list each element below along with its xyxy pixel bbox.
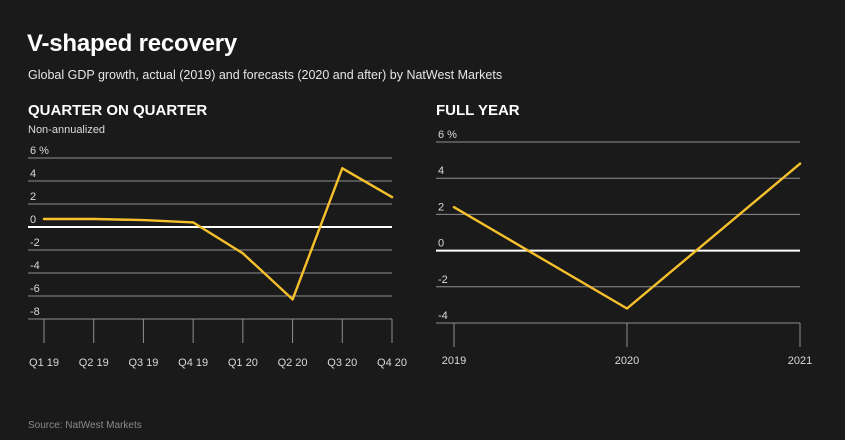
quarterly-xtick-label-0: Q1 19 — [29, 357, 59, 369]
quarterly-xtick-label-4: Q1 20 — [228, 357, 258, 369]
annual-ytick-label-0: 6 % — [438, 129, 457, 141]
quarterly-ytick-label-2: 2 — [30, 191, 36, 203]
quarterly-data-point-7 — [390, 195, 394, 199]
annual-ytick-label-5: -4 — [438, 310, 448, 322]
quarterly-data-point-5 — [291, 298, 294, 301]
annual-ytick-label-3: 0 — [438, 238, 444, 250]
annual-ytick-label-1: 4 — [438, 165, 444, 177]
quarterly-xtick-label-5: Q2 20 — [278, 357, 308, 369]
annual-ytick-label-2: 2 — [438, 201, 444, 213]
quarterly-data-point-4 — [241, 252, 245, 255]
quarterly-xtick-label-7: Q4 20 — [377, 357, 407, 369]
source-note: Source: NatWest Markets — [28, 420, 142, 431]
quarterly-data-point-0 — [42, 217, 46, 221]
quarterly-ytick-label-5: -4 — [30, 260, 40, 272]
annual-ytick-label-4: -2 — [438, 274, 448, 286]
quarterly-xtick-label-6: Q3 20 — [327, 357, 357, 369]
quarterly-ytick-label-0: 6 % — [30, 145, 49, 157]
quarterly-ytick-label-4: -2 — [30, 237, 40, 249]
quarterly-ytick-label-3: 0 — [30, 214, 36, 226]
quarterly-data-point-3 — [191, 221, 195, 224]
quarterly-xtick-label-1: Q2 19 — [79, 357, 109, 369]
quarterly-ytick-label-1: 4 — [30, 168, 36, 180]
chart-subtitle: Global GDP growth, actual (2019) and for… — [28, 68, 503, 82]
annual-panel-title: FULL YEAR — [436, 102, 520, 119]
quarterly-ytick-label-6: -6 — [30, 283, 40, 295]
quarterly-panel-note: Non-annualized — [28, 124, 106, 136]
quarterly-ytick-label-7: -8 — [30, 306, 40, 318]
quarterly-data-point-6 — [341, 167, 344, 170]
quarterly-data-point-2 — [142, 218, 145, 222]
quarterly-xtick-label-2: Q3 19 — [128, 357, 158, 369]
quarterly-xtick-label-3: Q4 19 — [178, 357, 208, 369]
quarterly-gdp-series-line — [42, 167, 394, 301]
chart-title: V-shaped recovery — [27, 30, 238, 57]
annual-xtick-label-0: 2019 — [442, 355, 466, 367]
annual-data-point-1 — [625, 307, 629, 310]
annual-data-point-2 — [798, 162, 802, 165]
quarterly-data-point-1 — [92, 217, 95, 221]
annual-xtick-label-2: 2021 — [788, 355, 812, 367]
annual-data-point-0 — [452, 205, 456, 209]
annual-xtick-label-1: 2020 — [615, 355, 639, 367]
quarterly-panel-title: QUARTER ON QUARTER — [28, 102, 208, 119]
